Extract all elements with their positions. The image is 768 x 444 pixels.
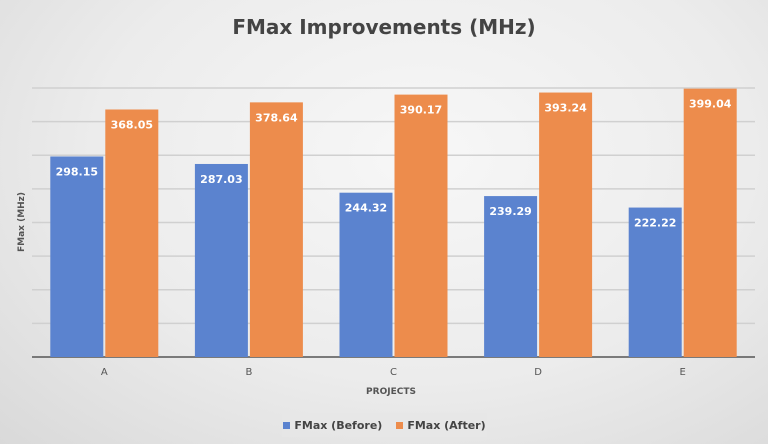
data-label: 393.24 (544, 102, 587, 115)
bar-C-after (394, 94, 448, 358)
data-label: 287.03 (200, 173, 242, 186)
bar-B-before (194, 163, 248, 357)
bar-A-after (105, 109, 159, 357)
data-label: 399.04 (689, 98, 732, 111)
data-label: 222.22 (634, 217, 676, 230)
legend-swatch-before (283, 421, 291, 429)
y-axis-label: FMax (MHz) (17, 192, 27, 252)
legend: FMax (Before) FMax (After) (282, 413, 487, 437)
data-label: 239.29 (489, 205, 531, 218)
x-tick-label: A (101, 367, 108, 378)
x-tick-label: C (390, 367, 397, 378)
bar-C-before (339, 192, 393, 357)
data-label: 298.15 (56, 165, 98, 178)
x-tick-label: D (534, 367, 542, 378)
x-tick-label: B (245, 367, 252, 378)
legend-item-after: FMax (After) (396, 418, 486, 432)
bar-E-before (628, 207, 682, 357)
bar-B-after (249, 102, 303, 358)
bar-A-before (50, 156, 104, 357)
legend-swatch-after (396, 421, 404, 429)
legend-label-before: FMax (Before) (294, 418, 383, 432)
bar-E-after (683, 88, 737, 357)
legend-label-after: FMax (After) (407, 418, 486, 432)
data-label: 378.64 (255, 111, 298, 124)
bar-D-after (539, 92, 593, 358)
x-tick-label: E (680, 367, 686, 378)
bar-D-before (484, 196, 538, 357)
chart-title: FMax Improvements (MHz) (232, 15, 535, 39)
data-label: 390.17 (400, 104, 442, 117)
data-label: 368.05 (111, 118, 153, 131)
x-axis-label: PROJECTS (366, 387, 416, 397)
data-label: 244.32 (345, 202, 387, 215)
legend-item-before: FMax (Before) (283, 419, 382, 432)
